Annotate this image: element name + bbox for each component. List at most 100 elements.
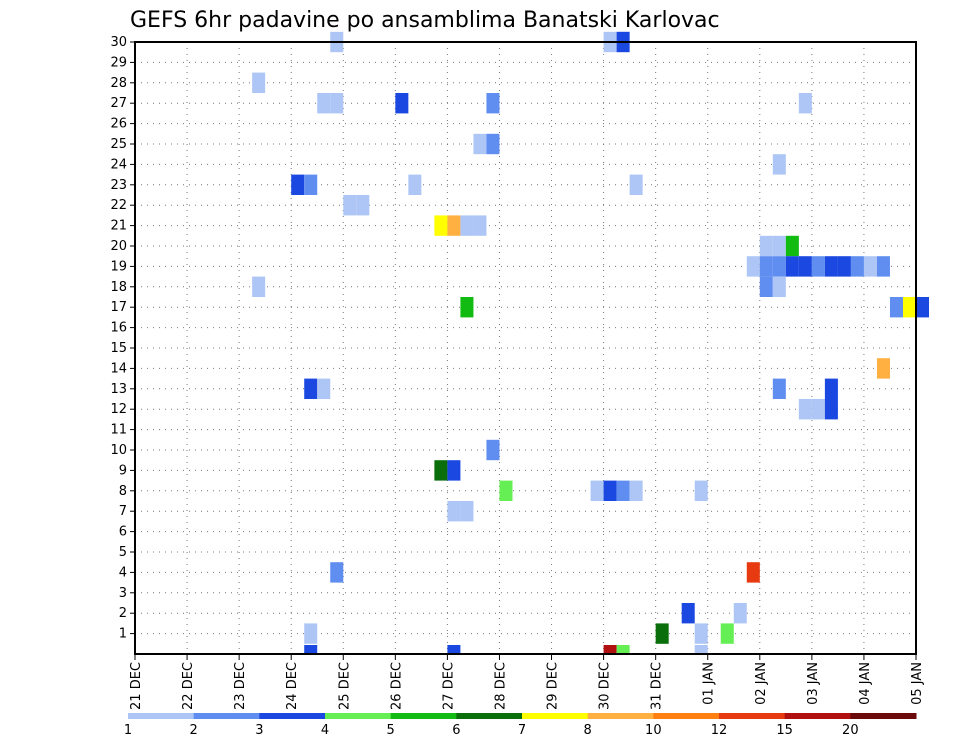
- x-tick-label: 29 DEC: [546, 662, 561, 710]
- precip-cell: [720, 623, 734, 644]
- precip-cell: [772, 154, 786, 175]
- precipitation-cells: [252, 31, 930, 654]
- x-tick-label: 05 JAN: [910, 662, 925, 705]
- precip-cell: [304, 623, 318, 644]
- colorbar-swatch: [653, 713, 720, 719]
- precip-cell: [746, 562, 760, 583]
- precip-cell: [694, 645, 708, 654]
- y-tick-label: 30: [110, 35, 127, 50]
- colorbar-swatch: [390, 713, 457, 719]
- x-tick-label: 24 DEC: [285, 662, 300, 710]
- precip-cell: [616, 645, 630, 654]
- y-tick-label: 5: [119, 545, 127, 560]
- y-tick-label: 6: [119, 525, 127, 540]
- precip-cell: [291, 174, 305, 195]
- precip-cell: [603, 645, 617, 654]
- colorbar-swatch: [325, 713, 392, 719]
- y-tick-label: 20: [110, 239, 127, 254]
- y-tick-label: 24: [110, 157, 127, 172]
- precip-cell: [694, 480, 708, 501]
- colorbar-swatch: [456, 713, 523, 719]
- x-tick-label: 03 JAN: [806, 662, 821, 705]
- x-tick-label: 26 DEC: [389, 662, 404, 710]
- precip-cell: [772, 378, 786, 399]
- colorbar-label: 1: [124, 723, 132, 738]
- colorbar-swatch: [259, 713, 326, 719]
- precip-cell: [499, 480, 513, 501]
- precip-cell: [889, 297, 903, 318]
- y-tick-label: 1: [119, 627, 127, 642]
- colorbar-label: 7: [518, 723, 526, 738]
- y-tick-label: 13: [110, 382, 127, 397]
- x-tick-label: 01 JAN: [702, 662, 717, 705]
- precip-cell: [252, 276, 266, 297]
- colorbar-label: 2: [190, 723, 198, 738]
- precip-cell: [681, 603, 695, 624]
- y-tick-label: 10: [110, 443, 127, 458]
- precip-cell: [473, 133, 487, 155]
- precip-cell: [837, 256, 851, 277]
- colorbar-label: 3: [255, 723, 263, 738]
- colorbar-swatch: [784, 713, 851, 719]
- precip-cell: [304, 378, 318, 399]
- y-tick-label: 8: [119, 484, 127, 499]
- precip-cell: [798, 93, 812, 114]
- y-tick-label: 27: [110, 96, 127, 111]
- chart-title: GEFS 6hr padavine po ansamblima Banatski…: [130, 8, 720, 33]
- colorbar-label: 8: [584, 723, 592, 738]
- colorbar-label: 10: [645, 723, 662, 738]
- precip-cell: [408, 174, 422, 195]
- precip-cell: [902, 297, 916, 318]
- colorbar-label: 20: [842, 723, 859, 738]
- colorbar-swatch: [128, 713, 195, 719]
- x-tick-label: 22 DEC: [181, 662, 196, 710]
- y-tick-label: 25: [110, 137, 127, 152]
- precip-cell: [863, 256, 877, 277]
- precip-cell: [798, 399, 812, 420]
- precip-cell: [317, 378, 331, 399]
- precip-cell: [772, 276, 786, 297]
- precip-cell: [356, 195, 370, 216]
- precip-cell: [785, 235, 799, 257]
- x-axis-ticks: 21 DEC 22 DEC 23 DEC 24 DEC 25 DEC 26 DEC 27 D…: [129, 654, 925, 710]
- colorbar-swatch: [719, 713, 786, 719]
- precip-cell: [252, 72, 266, 93]
- precip-cell: [733, 603, 747, 624]
- precip-cell: [694, 623, 708, 644]
- precip-cell: [811, 256, 825, 277]
- precip-cell: [772, 235, 786, 257]
- y-tick-label: 4: [119, 565, 127, 580]
- y-tick-label: 19: [110, 259, 127, 274]
- x-tick-label: 25 DEC: [337, 662, 352, 710]
- y-tick-label: 16: [110, 321, 127, 336]
- precip-cell: [447, 645, 461, 654]
- precip-cell: [746, 256, 760, 277]
- precip-cell: [304, 645, 318, 654]
- colorbar-swatch: [522, 713, 589, 719]
- precip-cell: [434, 215, 448, 236]
- precip-cell: [824, 256, 838, 277]
- precip-cell: [486, 439, 500, 461]
- y-tick-label: 18: [110, 280, 127, 295]
- precip-cell: [447, 215, 461, 236]
- color-legend: 1 2 3 4 5 6 7 8 10 12 15 20: [124, 713, 917, 738]
- precip-cell: [876, 358, 890, 379]
- y-tick-label: 29: [110, 55, 127, 70]
- precip-cell: [916, 297, 930, 318]
- y-tick-label: 7: [119, 504, 127, 519]
- x-tick-label: 30 DEC: [598, 662, 613, 710]
- y-tick-label: 21: [110, 219, 127, 234]
- precip-cell: [629, 174, 643, 195]
- precip-cell: [876, 256, 890, 277]
- colorbar-label: 4: [321, 723, 329, 738]
- precip-cell: [655, 623, 669, 644]
- x-tick-label: 21 DEC: [129, 662, 144, 710]
- precip-cell: [460, 297, 474, 318]
- y-tick-label: 3: [119, 586, 127, 601]
- precip-cell: [395, 93, 409, 114]
- x-tick-label: 27 DEC: [441, 662, 456, 710]
- precip-cell: [811, 399, 825, 420]
- precip-cell: [629, 480, 643, 501]
- y-tick-label: 14: [110, 361, 127, 376]
- precip-cell: [850, 256, 864, 277]
